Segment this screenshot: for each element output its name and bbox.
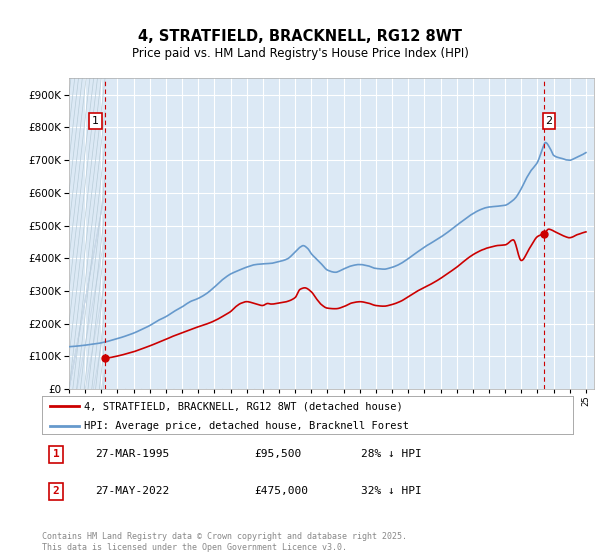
- Text: 27-MAR-1995: 27-MAR-1995: [95, 449, 169, 459]
- Text: Contains HM Land Registry data © Crown copyright and database right 2025.
This d: Contains HM Land Registry data © Crown c…: [42, 532, 407, 552]
- Text: £475,000: £475,000: [254, 487, 308, 496]
- Text: Price paid vs. HM Land Registry's House Price Index (HPI): Price paid vs. HM Land Registry's House …: [131, 46, 469, 60]
- Text: HPI: Average price, detached house, Bracknell Forest: HPI: Average price, detached house, Brac…: [85, 421, 409, 431]
- Text: 4, STRATFIELD, BRACKNELL, RG12 8WT (detached house): 4, STRATFIELD, BRACKNELL, RG12 8WT (deta…: [85, 402, 403, 412]
- Text: 32% ↓ HPI: 32% ↓ HPI: [361, 487, 421, 496]
- Text: 28% ↓ HPI: 28% ↓ HPI: [361, 449, 421, 459]
- Text: 1: 1: [53, 449, 59, 459]
- Text: 2: 2: [53, 487, 59, 496]
- Text: 2: 2: [545, 116, 553, 126]
- Text: 1: 1: [92, 116, 99, 126]
- Text: 4, STRATFIELD, BRACKNELL, RG12 8WT: 4, STRATFIELD, BRACKNELL, RG12 8WT: [138, 29, 462, 44]
- Text: 27-MAY-2022: 27-MAY-2022: [95, 487, 169, 496]
- Text: £95,500: £95,500: [254, 449, 302, 459]
